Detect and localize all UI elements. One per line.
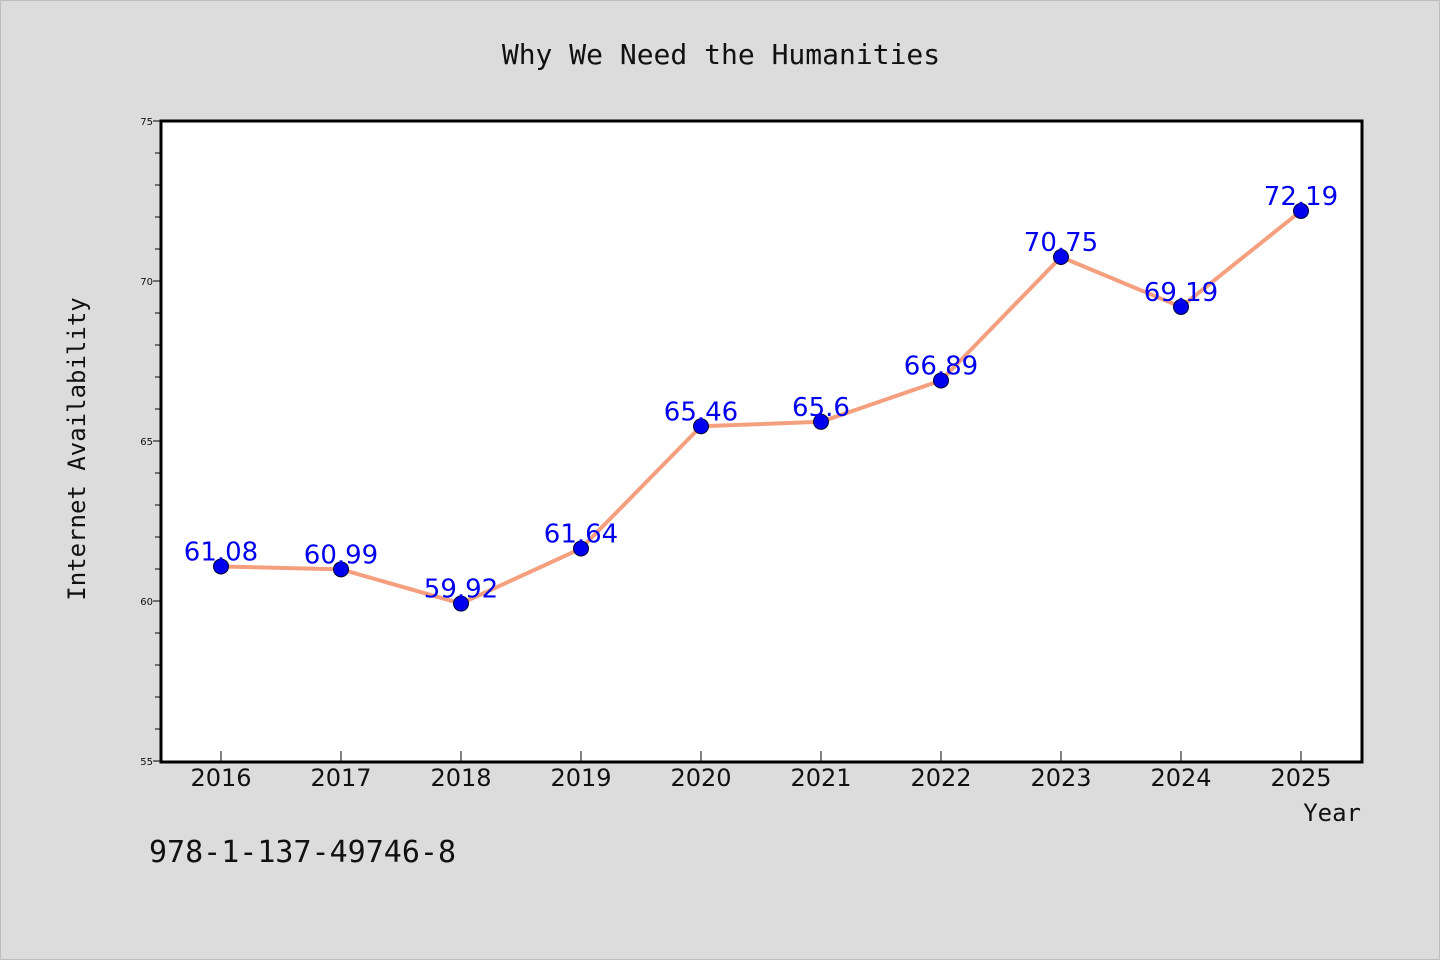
data-point <box>573 540 589 557</box>
x-axis-label: Year <box>1303 799 1361 827</box>
x-tick-label: 2022 <box>910 764 971 792</box>
data-label: 70.75 <box>1024 228 1098 258</box>
y-tick-label: 55 <box>140 757 153 768</box>
x-tick-label: 2016 <box>190 764 251 792</box>
data-label: 61.64 <box>544 520 618 550</box>
x-tick-label: 2018 <box>430 764 491 792</box>
data-point <box>933 372 949 389</box>
data-point <box>1053 249 1069 265</box>
x-tick-label: 2021 <box>790 764 851 792</box>
data-label: 65.6 <box>792 393 850 423</box>
plot-area <box>159 119 1364 764</box>
chart-title: Why We Need the Humanities <box>502 38 940 71</box>
y-tick-label: 65 <box>140 437 153 448</box>
x-tick-label: 2019 <box>550 764 611 792</box>
data-label: 66.89 <box>904 352 978 382</box>
data-label: 61.08 <box>184 537 258 567</box>
y-tick-label: 70 <box>140 277 153 288</box>
data-point <box>693 418 709 435</box>
x-axis: 2016 2017 2018 2019 2020 2021 2022 2023 2024 2025 <box>190 751 1332 792</box>
y-tick-label: 60 <box>140 597 153 608</box>
x-tick-label: 2017 <box>310 764 371 792</box>
x-tick-label: 2024 <box>1150 764 1211 792</box>
data-markers <box>213 202 1309 612</box>
x-tick-label: 2023 <box>1030 764 1091 792</box>
isbn-text: 978-1-137-49746-8 <box>149 835 457 870</box>
x-tick-label: 2025 <box>1270 764 1331 792</box>
data-point <box>1293 202 1309 219</box>
data-label: 72.19 <box>1264 182 1338 212</box>
x-tick-label: 2020 <box>670 764 731 792</box>
data-label: 60.99 <box>304 540 378 570</box>
data-label: 65.46 <box>664 397 738 427</box>
series-line <box>219 208 1303 606</box>
y-axis: 55 60 65 70 75 <box>140 117 161 768</box>
data-point <box>453 595 469 612</box>
y-axis-label: Internet Availability <box>63 297 91 600</box>
data-label: 69.19 <box>1144 278 1218 308</box>
data-point <box>333 561 349 578</box>
data-label: 59.92 <box>424 575 498 605</box>
data-point <box>213 558 229 575</box>
series-line-group <box>219 208 1303 606</box>
y-tick-label: 75 <box>140 117 153 128</box>
data-point <box>1173 298 1189 315</box>
data-point <box>813 413 829 430</box>
data-labels: 61.08 60.99 59.92 61.64 65.46 65.6 66.89 70.75 6… <box>184 182 1338 605</box>
